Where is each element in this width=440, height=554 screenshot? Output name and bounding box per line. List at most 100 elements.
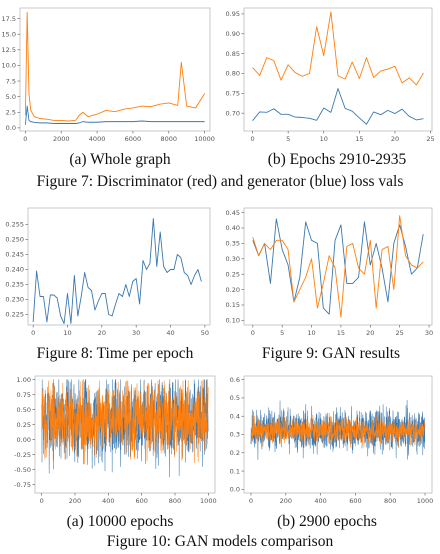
y-tick-label: 15.0 bbox=[2, 30, 16, 38]
fig10-caption: Figure 10: GAN models comparison bbox=[106, 533, 334, 550]
x-tick-label: 0 bbox=[40, 497, 44, 505]
y-tick-label: 0.255 bbox=[5, 221, 24, 229]
series-line-blue bbox=[252, 218, 424, 315]
y-tick-label: 0.240 bbox=[5, 266, 24, 274]
y-tick-label: -0.25 bbox=[14, 451, 31, 459]
plot-frame bbox=[243, 207, 433, 326]
y-tick-label: 7.5 bbox=[6, 77, 16, 85]
x-tick-label: 4000 bbox=[89, 135, 106, 143]
y-tick-label: 0.230 bbox=[5, 296, 24, 304]
y-tick-label: 0.10 bbox=[226, 317, 240, 325]
x-tick-label: 15 bbox=[337, 329, 345, 337]
y-tick-label: 0.80 bbox=[226, 70, 240, 78]
chart-fig8: 0 10 20 30 40 50 0.225 0.230 0.235 0.240 0.245 0.25… bbox=[0, 200, 215, 346]
fig7a-subcaption: (a) Whole graph bbox=[69, 151, 171, 168]
y-tick-label: 0.6 bbox=[230, 376, 240, 384]
y-tick-label: 17.5 bbox=[2, 15, 16, 23]
fig9-caption: Figure 9: GAN results bbox=[261, 345, 401, 362]
x-tick-label: 800 bbox=[169, 497, 181, 505]
x-tick-label: 200 bbox=[280, 497, 292, 505]
x-tick-label: 10000 bbox=[194, 135, 215, 143]
x-tick-label: 25 bbox=[396, 329, 404, 337]
chart-fig10b: 0 200 400 600 800 1000 0.0 0.1 0.2 0.3 0.4 0.5 0.6 bbox=[222, 368, 437, 514]
y-tick-label: 10.0 bbox=[2, 62, 16, 70]
x-tick-label: 10 bbox=[307, 329, 315, 337]
x-tick-label: 50 bbox=[201, 329, 209, 337]
chart-fig9: 0 5 10 15 20 25 30 0.10 0.15 0.20 0.25 0.30 0.35 0.40… bbox=[222, 200, 437, 346]
x-tick-label: 30 bbox=[425, 329, 433, 337]
y-tick-label: 0.15 bbox=[226, 301, 240, 309]
x-tick-label: 0 bbox=[251, 329, 255, 337]
series-line-orange bbox=[250, 412, 426, 448]
x-tick-label: 6000 bbox=[125, 135, 142, 143]
x-tick-label: 600 bbox=[135, 497, 147, 505]
plot-frame bbox=[27, 207, 211, 326]
chart-fig10a: 0 200 400 600 800 1000 -0.75 -0.50 -0.25 0.00 0.25… bbox=[0, 368, 220, 514]
x-tick-label: 0 bbox=[250, 135, 254, 143]
x-tick-label: 600 bbox=[349, 497, 361, 505]
fig7b-subcaption: (b) Epochs 2910-2935 bbox=[267, 151, 407, 168]
y-tick-label: 0.5 bbox=[230, 394, 240, 402]
series-line-orange bbox=[252, 215, 424, 318]
y-tick-label: 0.40 bbox=[226, 224, 240, 232]
x-tick-label: 20 bbox=[391, 135, 399, 143]
x-tick-label: 1000 bbox=[417, 497, 434, 505]
y-tick-label: 1.00 bbox=[17, 376, 31, 384]
fig10a-plot: 0 200 400 600 800 1000 -0.75 -0.50 -0.25 0.00 0.25… bbox=[14, 375, 217, 505]
y-tick-label: 5.0 bbox=[6, 93, 16, 101]
fig10b-plot: 0 200 400 600 800 1000 0.0 0.1 0.2 0.3 0.4 0.5 0.6 bbox=[230, 375, 434, 505]
x-tick-label: 15 bbox=[355, 135, 363, 143]
fig7b-plot: 0 5 10 15 20 25 0.70 0.75 0.80 0.85 0.90 0.95 bbox=[226, 7, 435, 143]
chart-fig7b: 0 5 10 15 20 25 0.70 0.75 0.80 0.85 0.90 0.95 bbox=[222, 0, 437, 152]
x-tick-label: 800 bbox=[384, 497, 396, 505]
y-tick-label: 0.0 bbox=[230, 486, 240, 494]
x-tick-label: 2000 bbox=[53, 135, 70, 143]
series-line-orange bbox=[252, 11, 424, 86]
fig8-plot: 0 10 20 30 40 50 0.225 0.230 0.235 0.240 0.245 0.25… bbox=[5, 207, 211, 337]
x-tick-label: 20 bbox=[98, 329, 106, 337]
y-tick-label: 12.5 bbox=[2, 46, 16, 54]
y-tick-label: 0.35 bbox=[226, 240, 240, 248]
fig9-plot: 0 5 10 15 20 25 30 0.10 0.15 0.20 0.25 0.30 0.35 0.40… bbox=[226, 207, 433, 337]
x-tick-label: 0 bbox=[23, 135, 27, 143]
y-tick-label: 0.1 bbox=[230, 467, 240, 475]
y-tick-label: -0.50 bbox=[14, 466, 31, 474]
y-tick-label: 0.75 bbox=[226, 90, 240, 98]
x-tick-label: 40 bbox=[166, 329, 174, 337]
x-tick-label: 5 bbox=[286, 135, 290, 143]
fig7-caption: Figure 7: Discriminator (red) and genera… bbox=[36, 173, 404, 190]
x-tick-label: 25 bbox=[426, 135, 434, 143]
y-tick-label: 0.2 bbox=[230, 449, 240, 457]
series-line-orange bbox=[24, 11, 206, 122]
fig7a-plot: 0 2000 4000 6000 8000 10000 0.0 2.5 5.0 7.5 10.0 12… bbox=[2, 7, 215, 143]
y-tick-label: 0.50 bbox=[17, 406, 31, 414]
x-tick-label: 0 bbox=[31, 329, 35, 337]
plot-frame bbox=[243, 7, 433, 132]
x-tick-label: 200 bbox=[69, 497, 81, 505]
x-tick-label: 10 bbox=[63, 329, 71, 337]
fig8-caption: Figure 8: Time per epoch bbox=[36, 345, 194, 362]
x-tick-label: 400 bbox=[102, 497, 114, 505]
series-line-blue bbox=[24, 105, 205, 125]
x-tick-label: 30 bbox=[132, 329, 140, 337]
y-tick-label: 0.25 bbox=[17, 421, 31, 429]
y-tick-label: 0.25 bbox=[226, 270, 240, 278]
chart-fig7a: 0 2000 4000 6000 8000 10000 0.0 2.5 5.0 7.5 10.0 12… bbox=[0, 0, 215, 152]
y-tick-label: 0.75 bbox=[17, 391, 31, 399]
y-tick-label: 2.5 bbox=[6, 108, 16, 116]
y-tick-label: 0.3 bbox=[230, 431, 240, 439]
y-tick-label: -0.75 bbox=[14, 481, 31, 489]
series-line-blue bbox=[32, 218, 202, 324]
y-tick-label: 0.4 bbox=[230, 412, 240, 420]
x-tick-label: 5 bbox=[280, 329, 284, 337]
x-tick-label: 20 bbox=[366, 329, 374, 337]
series-line-orange bbox=[41, 380, 209, 465]
x-tick-label: 8000 bbox=[161, 135, 178, 143]
y-tick-label: 0.225 bbox=[5, 311, 24, 319]
y-tick-label: 0.95 bbox=[226, 10, 240, 18]
y-tick-label: 0.90 bbox=[226, 30, 240, 38]
y-tick-label: 0.0 bbox=[6, 124, 16, 132]
y-tick-label: 0.235 bbox=[5, 281, 24, 289]
x-tick-label: 1000 bbox=[200, 497, 217, 505]
x-tick-label: 0 bbox=[249, 497, 253, 505]
